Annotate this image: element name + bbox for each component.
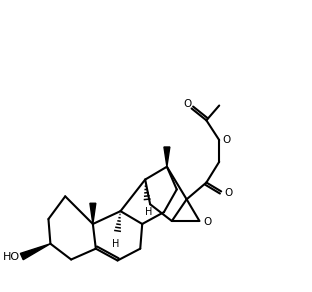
- Text: H: H: [112, 239, 119, 249]
- Polygon shape: [90, 203, 96, 224]
- Text: O: O: [222, 135, 231, 145]
- Text: O: O: [224, 188, 232, 198]
- Text: H: H: [145, 207, 153, 217]
- Text: O: O: [183, 99, 192, 109]
- Polygon shape: [20, 244, 51, 260]
- Text: O: O: [203, 217, 212, 227]
- Text: HO: HO: [3, 251, 20, 262]
- Polygon shape: [164, 147, 170, 167]
